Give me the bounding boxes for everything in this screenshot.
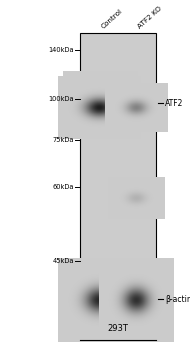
Text: 100kDa: 100kDa — [48, 96, 74, 102]
Text: 45kDa: 45kDa — [53, 258, 74, 264]
Bar — [80, 282, 156, 317]
Bar — [80, 33, 156, 271]
Text: 140kDa: 140kDa — [48, 47, 74, 53]
Text: 293T: 293T — [107, 324, 128, 333]
Text: ATF2 KO: ATF2 KO — [136, 5, 163, 30]
Text: Control: Control — [100, 8, 124, 30]
Text: 75kDa: 75kDa — [53, 137, 74, 143]
Text: ATF2: ATF2 — [165, 99, 184, 108]
Text: 60kDa: 60kDa — [53, 184, 74, 190]
Text: β-actin: β-actin — [165, 295, 190, 304]
